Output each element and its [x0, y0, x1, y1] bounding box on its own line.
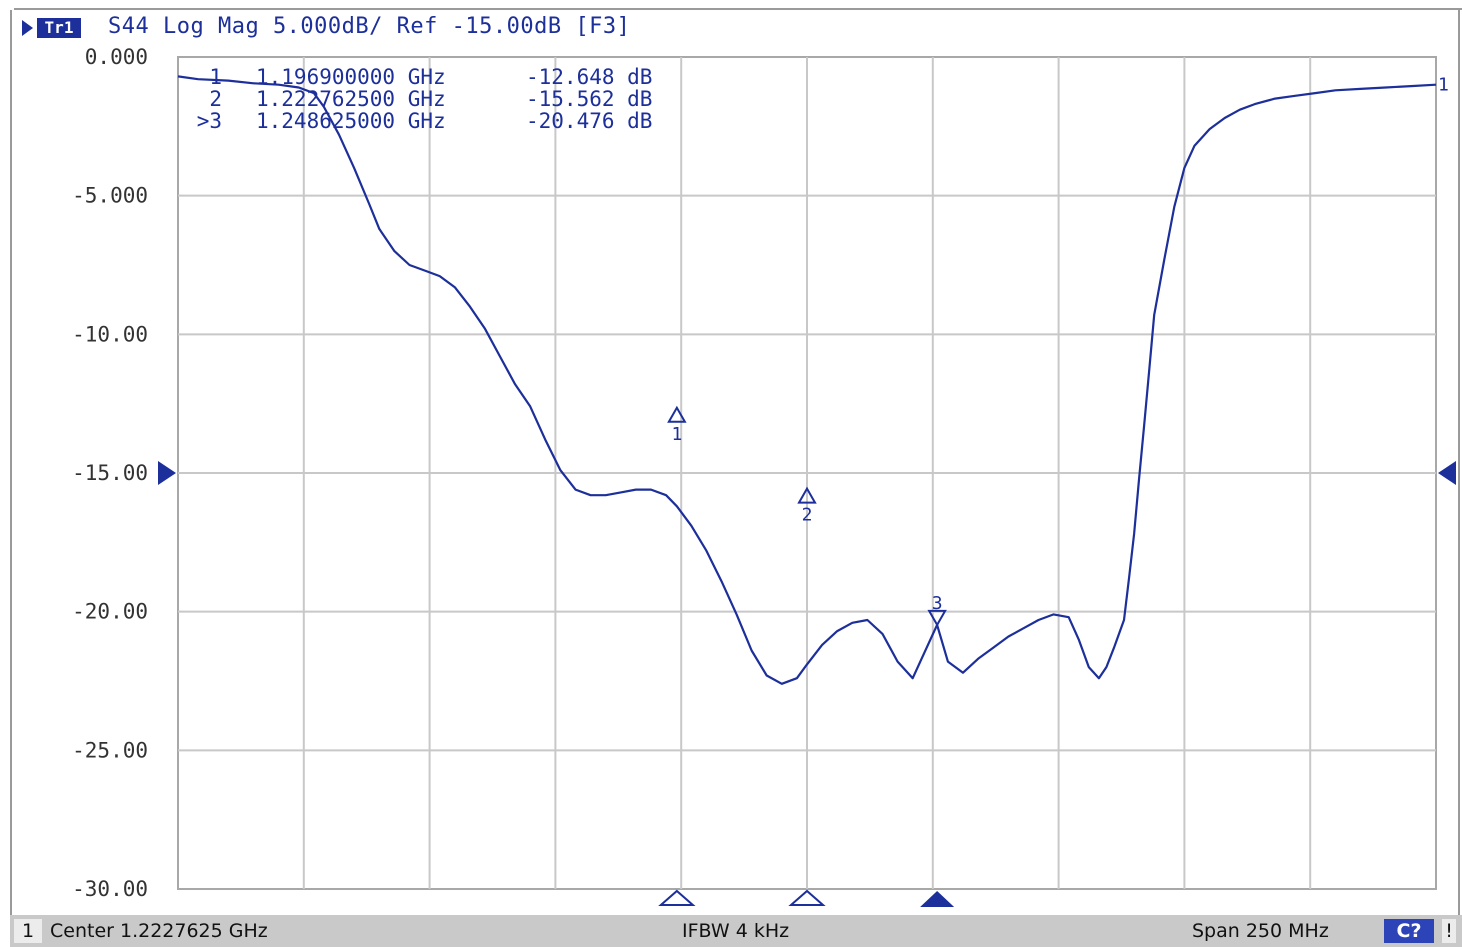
- trace-label-box[interactable]: Tr1: [37, 18, 81, 38]
- marker-number: 2: [802, 505, 813, 526]
- y-tick-label: -5.000: [72, 184, 148, 208]
- y-tick-label: 0.000: [85, 45, 148, 69]
- trace-line: [177, 75, 1437, 685]
- trace-active-icon[interactable]: [22, 20, 33, 36]
- axis-marker-outline: [658, 889, 696, 906]
- center-frequency: Center 1.2227625 GHz: [50, 920, 268, 942]
- y-tick-label: -10.00: [72, 322, 148, 346]
- trace-title: S44 Log Mag 5.000dB/ Ref -15.00dB [F3]: [108, 14, 631, 39]
- warning-indicator[interactable]: !: [1442, 919, 1456, 943]
- axis-marker-filled: [920, 891, 955, 907]
- y-tick-label: -15.00: [72, 461, 148, 485]
- ref-level-right-arrow: [1438, 461, 1456, 485]
- marker-triangle: [667, 405, 687, 423]
- chart-grid: [177, 56, 1437, 890]
- y-tick-label: -30.00: [72, 877, 148, 901]
- marker-row-id: 2: [209, 87, 222, 111]
- markers-layer: 1 2 3: [658, 405, 955, 907]
- ref-level-left-arrow: [158, 461, 176, 485]
- marker-number: 3: [932, 593, 943, 614]
- marker-1: 1: [658, 405, 696, 906]
- channel-indicator[interactable]: 1: [14, 919, 42, 943]
- trace-header: Tr1 S44 Log Mag 5.000dB/ Ref -15.00dB [F…: [14, 8, 1462, 44]
- vna-chart: 0.000 -5.000 -10.00 -15.00 -20.00 -25.00 -30.0…: [72, 45, 1456, 907]
- marker-row-freq: 1.196900000 GHz: [256, 65, 446, 89]
- trace-layer: 1: [177, 75, 1449, 685]
- marker-2: 2: [788, 486, 826, 906]
- marker-triangle: [797, 486, 817, 504]
- ifbw-readout: IFBW 4 kHz: [682, 920, 790, 942]
- marker-row-value: -20.476 dB: [526, 109, 652, 133]
- y-tick-label: -20.00: [72, 600, 148, 624]
- span-readout: Span 250 MHz: [1192, 920, 1329, 942]
- marker-row-id: >3: [197, 109, 222, 133]
- marker-number: 1: [671, 424, 682, 445]
- y-tick-label: -25.00: [72, 738, 148, 762]
- y-axis-ticks: 0.000 -5.000 -10.00 -15.00 -20.00 -25.00 -30.0…: [72, 45, 1456, 901]
- marker-triangle: [927, 609, 947, 627]
- axis-marker-outline: [788, 889, 826, 906]
- marker-row-value: -12.648 dB: [526, 65, 652, 89]
- calibration-status[interactable]: C?: [1384, 919, 1434, 943]
- marker-row-freq: 1.222762500 GHz: [256, 87, 446, 111]
- marker-3: 3: [920, 593, 955, 907]
- marker-table: 1 1.196900000 GHz -12.648 dB 2 1.222762500 G…: [197, 65, 653, 133]
- marker-row-freq: 1.248625000 GHz: [256, 109, 446, 133]
- status-bar: 1 Center 1.2227625 GHz IFBW 4 kHz Span 2…: [10, 915, 1462, 947]
- marker-row-value: -15.562 dB: [526, 87, 652, 111]
- end-marker-label: 1: [1438, 75, 1449, 96]
- marker-row-id: 1: [209, 65, 222, 89]
- window-frame: [10, 10, 1460, 915]
